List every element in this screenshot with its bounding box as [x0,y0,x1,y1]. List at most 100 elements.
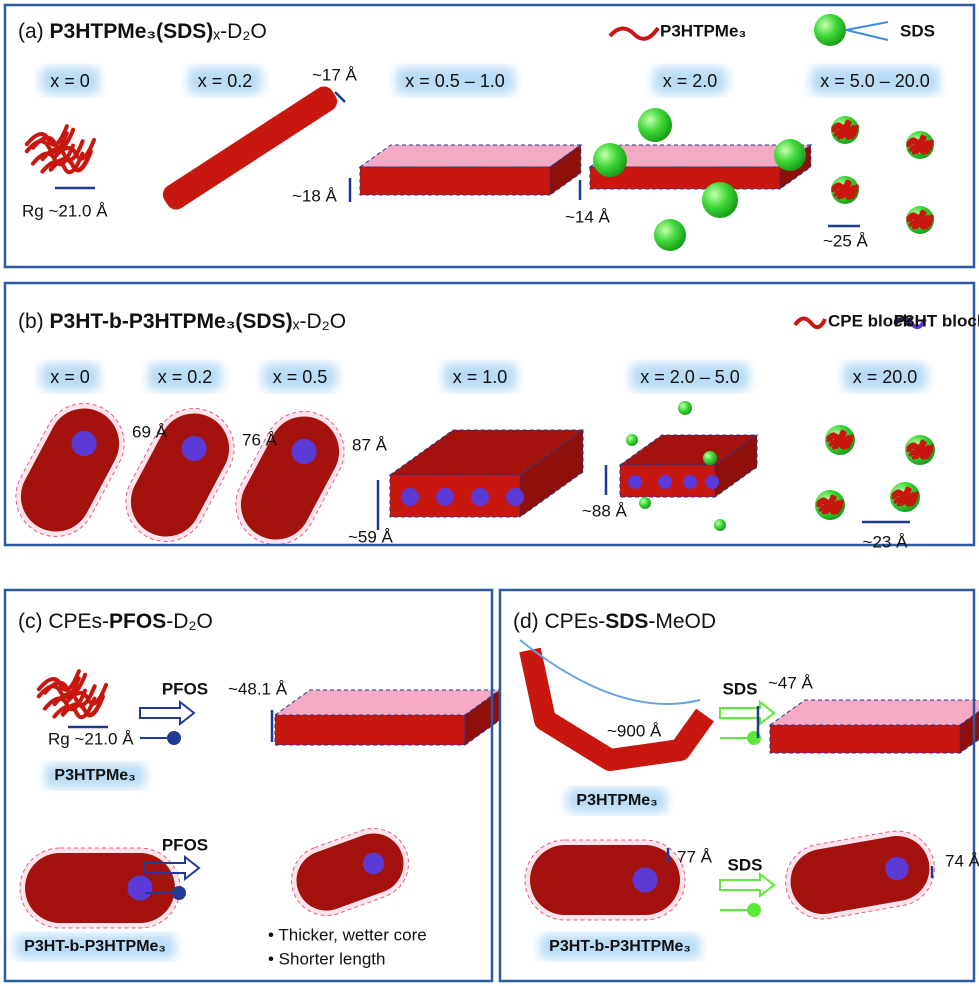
dimension: ~18 Å [292,186,338,205]
label-glow [44,763,146,789]
slab-front [589,166,781,190]
dimension: ~47 Å [768,673,814,692]
cylindrical-micelle [785,830,935,920]
arrow [719,871,776,899]
chain [43,672,88,696]
sds-micelle [703,451,717,465]
slab-top [618,434,759,466]
corona [790,835,930,915]
legend-tail [845,21,889,41]
core [181,435,207,462]
label-glow [395,66,515,95]
cylindrical-micelle [291,827,409,917]
core [885,856,909,881]
chain [36,669,81,692]
slab-front [274,714,466,746]
panel-label: (d) [513,610,539,633]
note: • Shorter length [268,949,385,968]
condition: x = 0.5 [273,367,328,387]
label-glow [842,362,928,391]
chain [60,694,105,718]
core [705,475,719,489]
arrow-label: SDS [723,679,758,698]
dimension: 76 Å [242,430,278,449]
condition: x = 5.0 – 20.0 [820,71,930,91]
sds-micelle [639,497,651,509]
label-glow [652,66,728,95]
cylindrical-micelle [524,839,686,921]
slab-side [714,434,758,498]
dimension: ~59 Å [348,527,394,546]
sds-micelle [678,401,692,415]
dimension: 69 Å [132,422,168,441]
surfactant-head [167,731,181,745]
dimension: ~48.1 Å [228,679,288,698]
dimension: Rg ~21.0 Å [22,201,108,220]
condition: x = 2.0 – 5.0 [640,367,740,387]
label-glow [187,66,263,95]
dimension: 87 Å [352,435,388,454]
chain [824,503,843,515]
sds-micelle [814,14,846,46]
sds-micelle [654,219,686,251]
contour-arrow [519,639,701,705]
panel-title: (a) P3HTPMe₃(SDS)ₓ-D₂O [18,20,267,43]
chain [40,139,85,162]
core [436,488,454,506]
sds-micelle [593,143,627,177]
core [683,475,697,489]
sds-micelle [774,139,806,171]
arrow [144,854,201,882]
surfactant-head [172,886,186,900]
title-bold: SDS [605,610,648,633]
sds-micelle [626,434,638,446]
panel-b [3,281,976,547]
condition: x = 20.0 [853,367,918,387]
title-suffix: -MeOD [648,610,716,633]
dimension: ~25 Å [823,231,869,250]
title-bold: PFOS [109,610,166,633]
chain [48,149,93,173]
label-glow [40,362,100,391]
panel-title: (b) P3HT-b-P3HTPMe₃(SDS)ₓ-D₂O [18,310,346,333]
label-glow [147,362,223,391]
condition: x = 0.5 – 1.0 [405,71,505,91]
cylindrical-micelle [15,403,125,537]
legend-mark [608,26,660,41]
panel-label: (b) [18,310,44,333]
panel-label: (c) [18,610,43,633]
chain [40,151,85,175]
dimension: 77 Å [677,847,713,866]
core [506,488,524,506]
core [471,488,489,506]
slab-top [388,429,585,476]
corona [25,853,175,923]
dimension: ~14 Å [565,207,611,226]
dimension: ~88 Å [582,501,628,520]
condition: x = 1.0 [453,367,508,387]
molecule-name: P3HT-b-P3HTPMe₃ [24,938,166,955]
chain [839,128,858,140]
condition: x = 0.2 [158,367,213,387]
title-suffix: ₓ-D₂O [293,310,347,333]
condition: x = 0 [50,367,90,387]
chain [839,188,858,200]
polymer-coil [831,119,859,140]
polymer-coil [831,179,859,200]
panel-d [498,588,976,983]
arrow-label: PFOS [162,679,208,698]
slab-front [769,724,961,754]
dimension-bar [334,91,346,103]
legend-label: P3HT block [894,311,979,330]
sds-micelle [714,519,726,531]
dimension: ~900 Å [607,721,662,740]
surfactant-head [747,903,761,917]
label-glow [810,66,940,95]
slab-top [768,699,979,726]
dimension: 74 Å [945,851,979,870]
title-suffix: -D₂O [166,610,213,633]
condition: x = 0.2 [198,71,253,91]
legend-label: SDS [900,21,935,40]
panel-a [3,3,976,269]
chain [899,495,918,507]
